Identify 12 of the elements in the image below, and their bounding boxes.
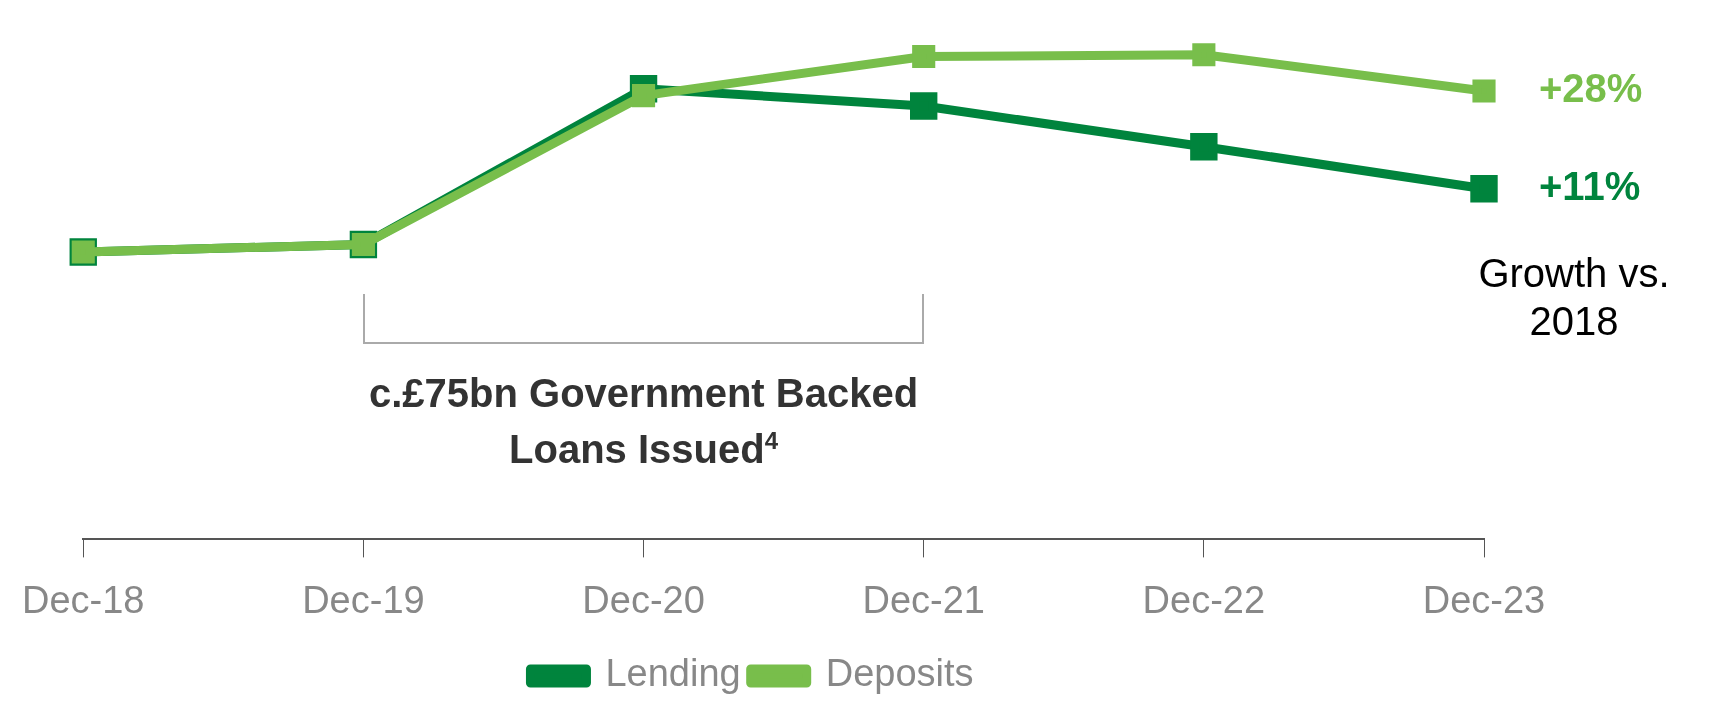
annotation: Growth vs. 2018 [1477, 249, 1671, 345]
data-label: +28% [1539, 66, 1643, 111]
x-tick-label: Dec-20 [582, 578, 705, 621]
x-tick-label: Dec-18 [22, 578, 145, 621]
x-tick-label: Dec-22 [1142, 578, 1266, 621]
x-tick-label: Dec-23 [1422, 578, 1546, 621]
x-tick-label: Dec-19 [302, 578, 425, 621]
legend-label: Lending [605, 652, 741, 695]
text: c.£75bn Government Backed Loans Issued$^{4}$ [368, 370, 920, 474]
x-tick-label: Dec-21 [862, 578, 985, 621]
legend-label: Deposits [825, 652, 974, 695]
data-label: +11% [1539, 163, 1641, 208]
